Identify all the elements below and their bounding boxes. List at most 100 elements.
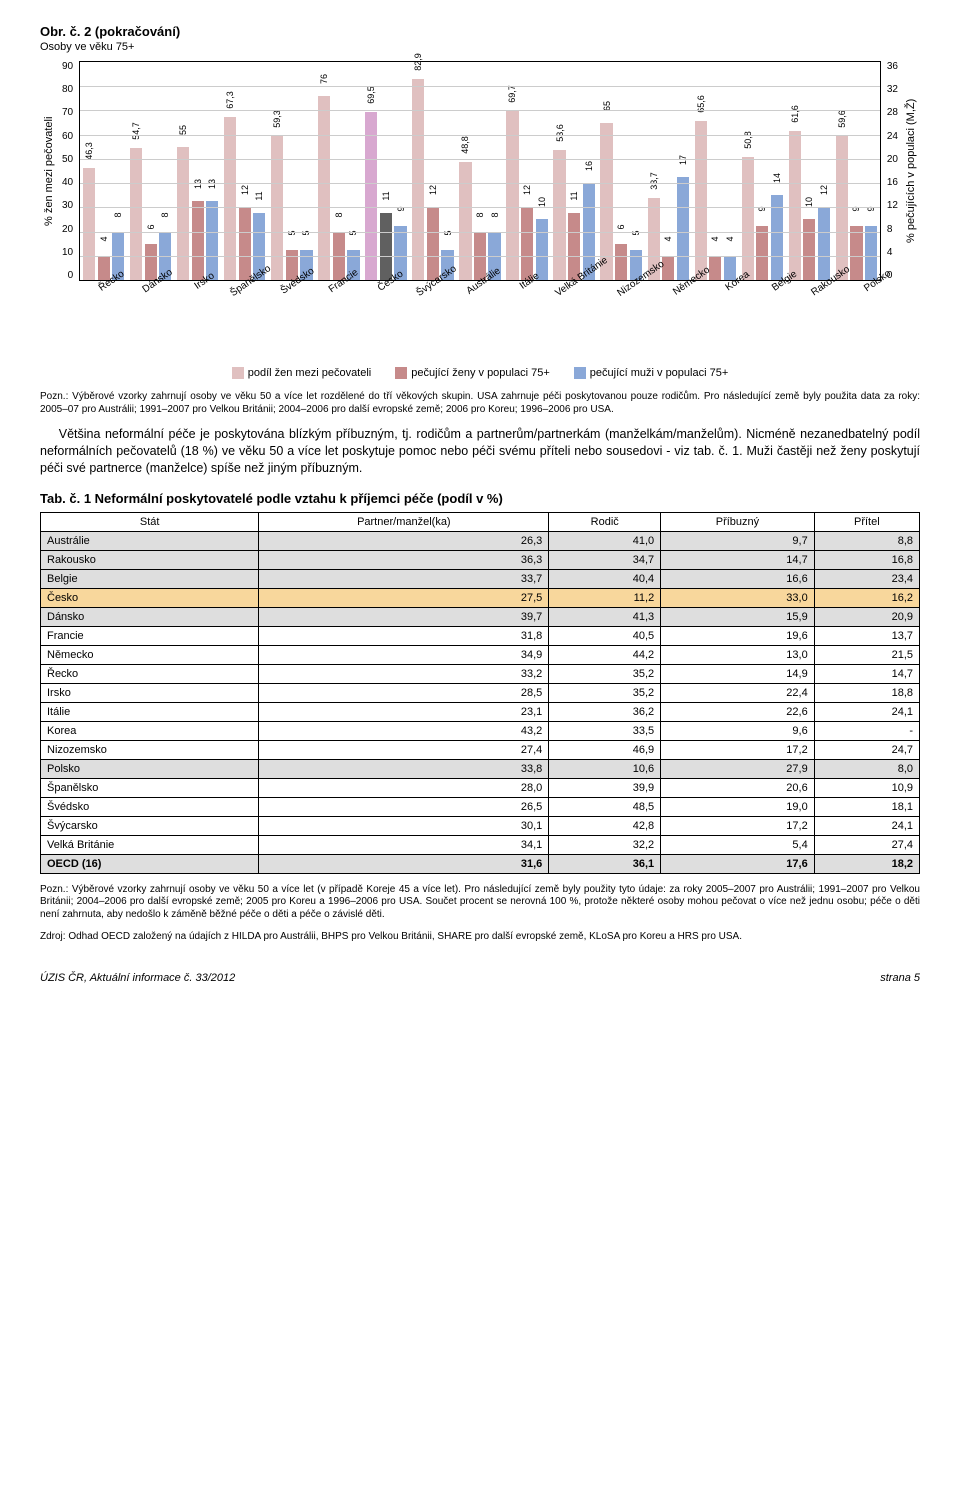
bar-label: 10 (804, 197, 814, 207)
bar-men-pop: 17 (677, 177, 689, 280)
table-cell: 35,2 (549, 664, 661, 683)
table-cell: Dánsko (41, 607, 259, 626)
table-cell: - (814, 721, 919, 740)
footer-right: strana 5 (880, 972, 920, 984)
legend-swatch-3 (574, 367, 586, 379)
bar-label: 12 (240, 185, 250, 195)
grid-line (80, 159, 880, 160)
bar-label: 8 (160, 212, 170, 217)
table-cell: 33,2 (259, 664, 549, 683)
table-row: Česko27,511,233,016,2 (41, 588, 920, 607)
table-cell: 19,0 (661, 797, 815, 816)
table-cell: 18,8 (814, 683, 919, 702)
y-axis-left-ticks: 9080706050403020100 (62, 61, 75, 281)
bar-label: 67,3 (225, 91, 235, 109)
bar-share-women: 76 (318, 96, 330, 280)
bar-label: 6 (146, 224, 156, 229)
bar-share-women: 82,9 (412, 79, 424, 280)
table-cell: 28,5 (259, 683, 549, 702)
table-cell: 34,1 (259, 835, 549, 854)
bar-label: 65 (602, 101, 612, 111)
table-header-row: StátPartner/manžel(ka)RodičPříbuznýPříte… (41, 512, 920, 531)
table-row: Austrálie26,341,09,78,8 (41, 531, 920, 550)
bar-label: 12 (819, 185, 829, 195)
legend-swatch-2 (395, 367, 407, 379)
table-cell: Korea (41, 721, 259, 740)
country-slot: 65,644 (692, 62, 739, 280)
table-cell: 9,6 (661, 721, 815, 740)
table-header-cell: Stát (41, 512, 259, 531)
bar-label: 12 (428, 185, 438, 195)
table-cell: 48,5 (549, 797, 661, 816)
y-right-tick: 20 (887, 154, 898, 165)
table-cell: Itálie (41, 702, 259, 721)
bar-label: 4 (725, 236, 735, 241)
figure-title: Obr. č. 2 (pokračování) (40, 24, 920, 39)
country-slot: 67,31211 (221, 62, 268, 280)
y-left-tick: 90 (62, 61, 73, 72)
y-left-tick: 70 (62, 107, 73, 118)
table-cell: Švýcarsko (41, 816, 259, 835)
footer-left: ÚZIS ČR, Aktuální informace č. 33/2012 (40, 972, 235, 984)
table-cell: Česko (41, 588, 259, 607)
bar-label: 8 (334, 212, 344, 217)
country-slot: 59,355 (268, 62, 315, 280)
country-slot: 82,9125 (409, 62, 456, 280)
bar-label: 59,6 (837, 110, 847, 128)
bar-label: 4 (710, 236, 720, 241)
bar-share-women: 61,6 (789, 131, 801, 280)
bar-label: 13 (207, 179, 217, 189)
table-row: Francie31,840,519,613,7 (41, 626, 920, 645)
grid-line (80, 256, 880, 257)
table-cell: 26,5 (259, 797, 549, 816)
table-cell: 27,4 (259, 740, 549, 759)
grid-line (80, 183, 880, 184)
figure-note: Pozn.: Výběrové vzorky zahrnují osoby ve… (40, 391, 920, 416)
table-row: Rakousko36,334,714,716,8 (41, 550, 920, 569)
table-cell: 20,6 (661, 778, 815, 797)
table-cell: 14,7 (814, 664, 919, 683)
y-left-tick: 10 (62, 247, 73, 258)
table-cell: 16,6 (661, 569, 815, 588)
legend-item-2: pečující ženy v populaci 75+ (395, 367, 550, 379)
table-cell: 36,1 (549, 854, 661, 873)
table-row: OECD (16)31,636,117,618,2 (41, 854, 920, 873)
table-cell: 41,0 (549, 531, 661, 550)
table-row: Německo34,944,213,021,5 (41, 645, 920, 664)
country-slot: 69,71210 (504, 62, 551, 280)
y-right-tick: 24 (887, 131, 898, 142)
bar-share-women: 55 (177, 147, 189, 280)
table-cell: 16,8 (814, 550, 919, 569)
bar-label: 11 (381, 192, 391, 201)
table-cell: 41,3 (549, 607, 661, 626)
plot-area: 46,34854,76855131367,3121159,355768569,5… (79, 61, 881, 281)
legend-label-1: podíl žen mezi pečovateli (248, 367, 372, 379)
table-cell: 33,5 (549, 721, 661, 740)
table-note: Pozn.: Výběrové vzorky zahrnují osoby ve… (40, 884, 920, 922)
table-row: Švýcarsko30,142,817,224,1 (41, 816, 920, 835)
legend-item-3: pečující muži v populaci 75+ (574, 367, 729, 379)
bar-share-women: 53,6 (553, 150, 565, 280)
country-slot: 54,768 (127, 62, 174, 280)
table-cell: 33,8 (259, 759, 549, 778)
legend-label-3: pečující muži v populaci 75+ (590, 367, 729, 379)
table-cell: Řecko (41, 664, 259, 683)
x-axis-labels: ŘeckoDánskoIrskoŠpanělskoŠvédskoFrancieČ… (74, 285, 886, 302)
table-cell: 31,6 (259, 854, 549, 873)
bar-label: 17 (678, 155, 688, 165)
bar-label: 4 (663, 236, 673, 241)
table-cell: 40,4 (549, 569, 661, 588)
country-slot: 61,610 12 (786, 62, 833, 280)
table-header-cell: Rodič (549, 512, 661, 531)
bar-label: 82,9 (413, 53, 423, 71)
table-cell: 11,2 (549, 588, 661, 607)
table-cell: 9,7 (661, 531, 815, 550)
country-slot: 7685 (315, 62, 362, 280)
chart-legend: podíl žen mezi pečovateli pečující ženy … (40, 367, 920, 379)
table-cell: 13,0 (661, 645, 815, 664)
bar-label: 53,6 (555, 124, 565, 142)
table-row: Španělsko28,039,920,610,9 (41, 778, 920, 797)
table-cell: 42,8 (549, 816, 661, 835)
table-cell: Belgie (41, 569, 259, 588)
table-cell: Rakousko (41, 550, 259, 569)
